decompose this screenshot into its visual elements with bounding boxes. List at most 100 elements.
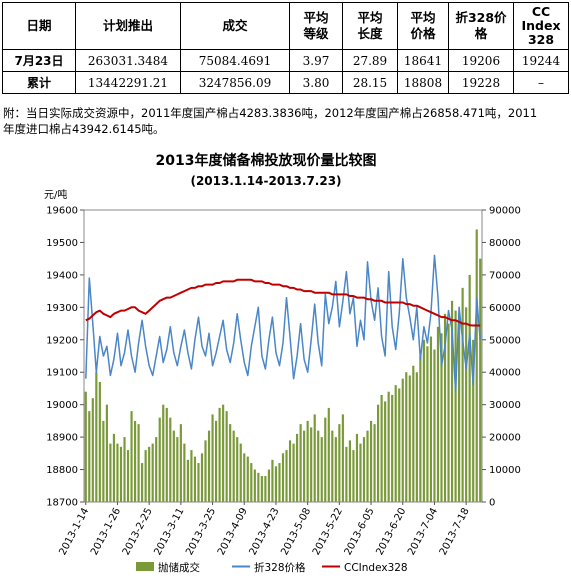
volume-bar: [278, 463, 281, 502]
volume-bar: [310, 427, 313, 502]
volume-bar: [373, 424, 376, 502]
header-price: 平均 价格: [397, 2, 449, 50]
cell-ccindex: –: [513, 71, 569, 94]
x-tick-label: 2013-5-08: [279, 506, 313, 557]
volume-bar: [292, 443, 295, 502]
volume-bar: [408, 375, 411, 502]
volume-bar: [461, 287, 464, 502]
cell-planned: 263031.3484: [75, 49, 181, 72]
volume-bar: [320, 437, 323, 502]
volume-bar: [229, 424, 232, 502]
x-tick-label: 2013-7-04: [406, 506, 440, 557]
legend-label: 抛储成交: [158, 561, 200, 574]
volume-bar: [88, 411, 91, 502]
volume-bar: [479, 258, 482, 502]
y-right-tick-label: 60000: [489, 303, 521, 314]
volume-bar: [165, 407, 168, 502]
y-right-tick-label: 20000: [489, 433, 521, 444]
chart-legend: 抛储成交 折328价格 CCIndex328: [136, 561, 408, 574]
volume-bar: [264, 476, 267, 502]
cell-grade: 3.80: [289, 71, 343, 94]
y-left-tick-label: 19000: [46, 400, 78, 411]
cell-price: 18808: [397, 71, 449, 94]
cell-grade: 3.97: [289, 49, 343, 72]
volume-bar: [433, 349, 436, 502]
y-left-tick-label: 19300: [46, 303, 78, 314]
chart-subtitle: (2013.1.14-2013.7.23): [190, 174, 341, 188]
x-tick-label: 2013-2-25: [121, 506, 155, 557]
volume-bar: [151, 443, 154, 502]
volume-bar: [348, 440, 352, 502]
volume-bar: [429, 336, 433, 502]
cell-traded: 3247856.09: [180, 71, 290, 94]
y-left-unit-label: 元/吨: [44, 188, 67, 201]
volume-bar: [116, 443, 119, 502]
volume-bar: [366, 430, 369, 502]
volume-bar: [84, 391, 87, 502]
volume-bar: [341, 414, 344, 502]
volume-bar: [148, 446, 151, 502]
header-traded: 成交: [180, 2, 290, 50]
volume-bar: [475, 229, 478, 502]
volume-bar: [285, 450, 288, 502]
volume-bar: [440, 333, 443, 502]
volume-bar: [415, 372, 418, 502]
volume-bar: [299, 424, 302, 502]
volume-bar: [98, 381, 101, 502]
cell-conv328: 19228: [448, 71, 514, 94]
volume-bar: [288, 440, 292, 502]
volume-bar: [112, 433, 116, 502]
cell-traded: 75084.4691: [180, 49, 290, 72]
y-right-tick-label: 10000: [489, 465, 521, 476]
volume-bar: [313, 414, 316, 502]
volume-bar: [186, 459, 189, 502]
header-grade: 平均 等级: [289, 2, 343, 50]
volume-bar: [162, 404, 165, 502]
y-left-tick-label: 19400: [46, 270, 78, 281]
volume-bar: [394, 385, 397, 502]
volume-bar: [239, 443, 242, 502]
x-tick-label: 2013-4-23: [248, 506, 282, 557]
volume-bar: [454, 310, 457, 502]
y-right-tick-label: 0: [489, 498, 495, 509]
volume-bar: [169, 417, 172, 502]
y-left-tick-label: 18800: [46, 465, 78, 476]
x-tick-label: 2013-1-26: [89, 506, 123, 557]
chart-title: 2013年度储备棉投放现价量比较图: [156, 152, 377, 169]
y-right-tick-label: 70000: [489, 270, 521, 281]
volume-bar: [412, 365, 415, 502]
table-header-row: 日期 计划推出 成交 平均 等级 平均 长度 平均 价格 折328价 格 CC …: [2, 2, 569, 50]
table-row: 7月23日 263031.3484 75084.4691 3.97 27.89 …: [2, 49, 569, 72]
y-right-tick-label: 50000: [489, 335, 521, 346]
legend-label: 折328价格: [254, 561, 306, 574]
volume-bar: [380, 394, 383, 502]
volume-bar: [218, 407, 221, 502]
volume-bar: [267, 469, 271, 502]
volume-bar: [345, 446, 348, 502]
volume-bar: [105, 404, 108, 502]
volume-bar: [295, 433, 299, 502]
volume-bar: [327, 407, 330, 502]
volume-bar: [405, 372, 408, 502]
volume-bar: [95, 372, 98, 502]
y-left-tick-label: 18700: [46, 498, 78, 509]
volume-bar: [133, 420, 137, 502]
volume-bar: [384, 401, 387, 502]
volume-bar: [222, 404, 225, 502]
y-left-tick-label: 19500: [46, 238, 78, 249]
volume-bar: [472, 339, 475, 502]
volume-bar: [172, 430, 175, 502]
x-tick-label: 2013-7-18: [438, 506, 472, 557]
volume-bar: [338, 424, 341, 502]
legend-swatch-volume: [136, 562, 154, 571]
volume-bar: [447, 323, 450, 502]
stats-table: 日期 计划推出 成交 平均 等级 平均 长度 平均 价格 折328价 格 CC …: [2, 2, 569, 94]
cell-ccindex: 19244: [513, 49, 569, 72]
volume-bar: [211, 414, 214, 502]
volume-bar: [274, 466, 278, 502]
volume-bar: [232, 430, 235, 502]
y-right-tick-label: 30000: [489, 400, 521, 411]
volume-bar: [391, 394, 394, 502]
volume-bar: [141, 463, 144, 502]
volume-bar: [324, 417, 327, 502]
